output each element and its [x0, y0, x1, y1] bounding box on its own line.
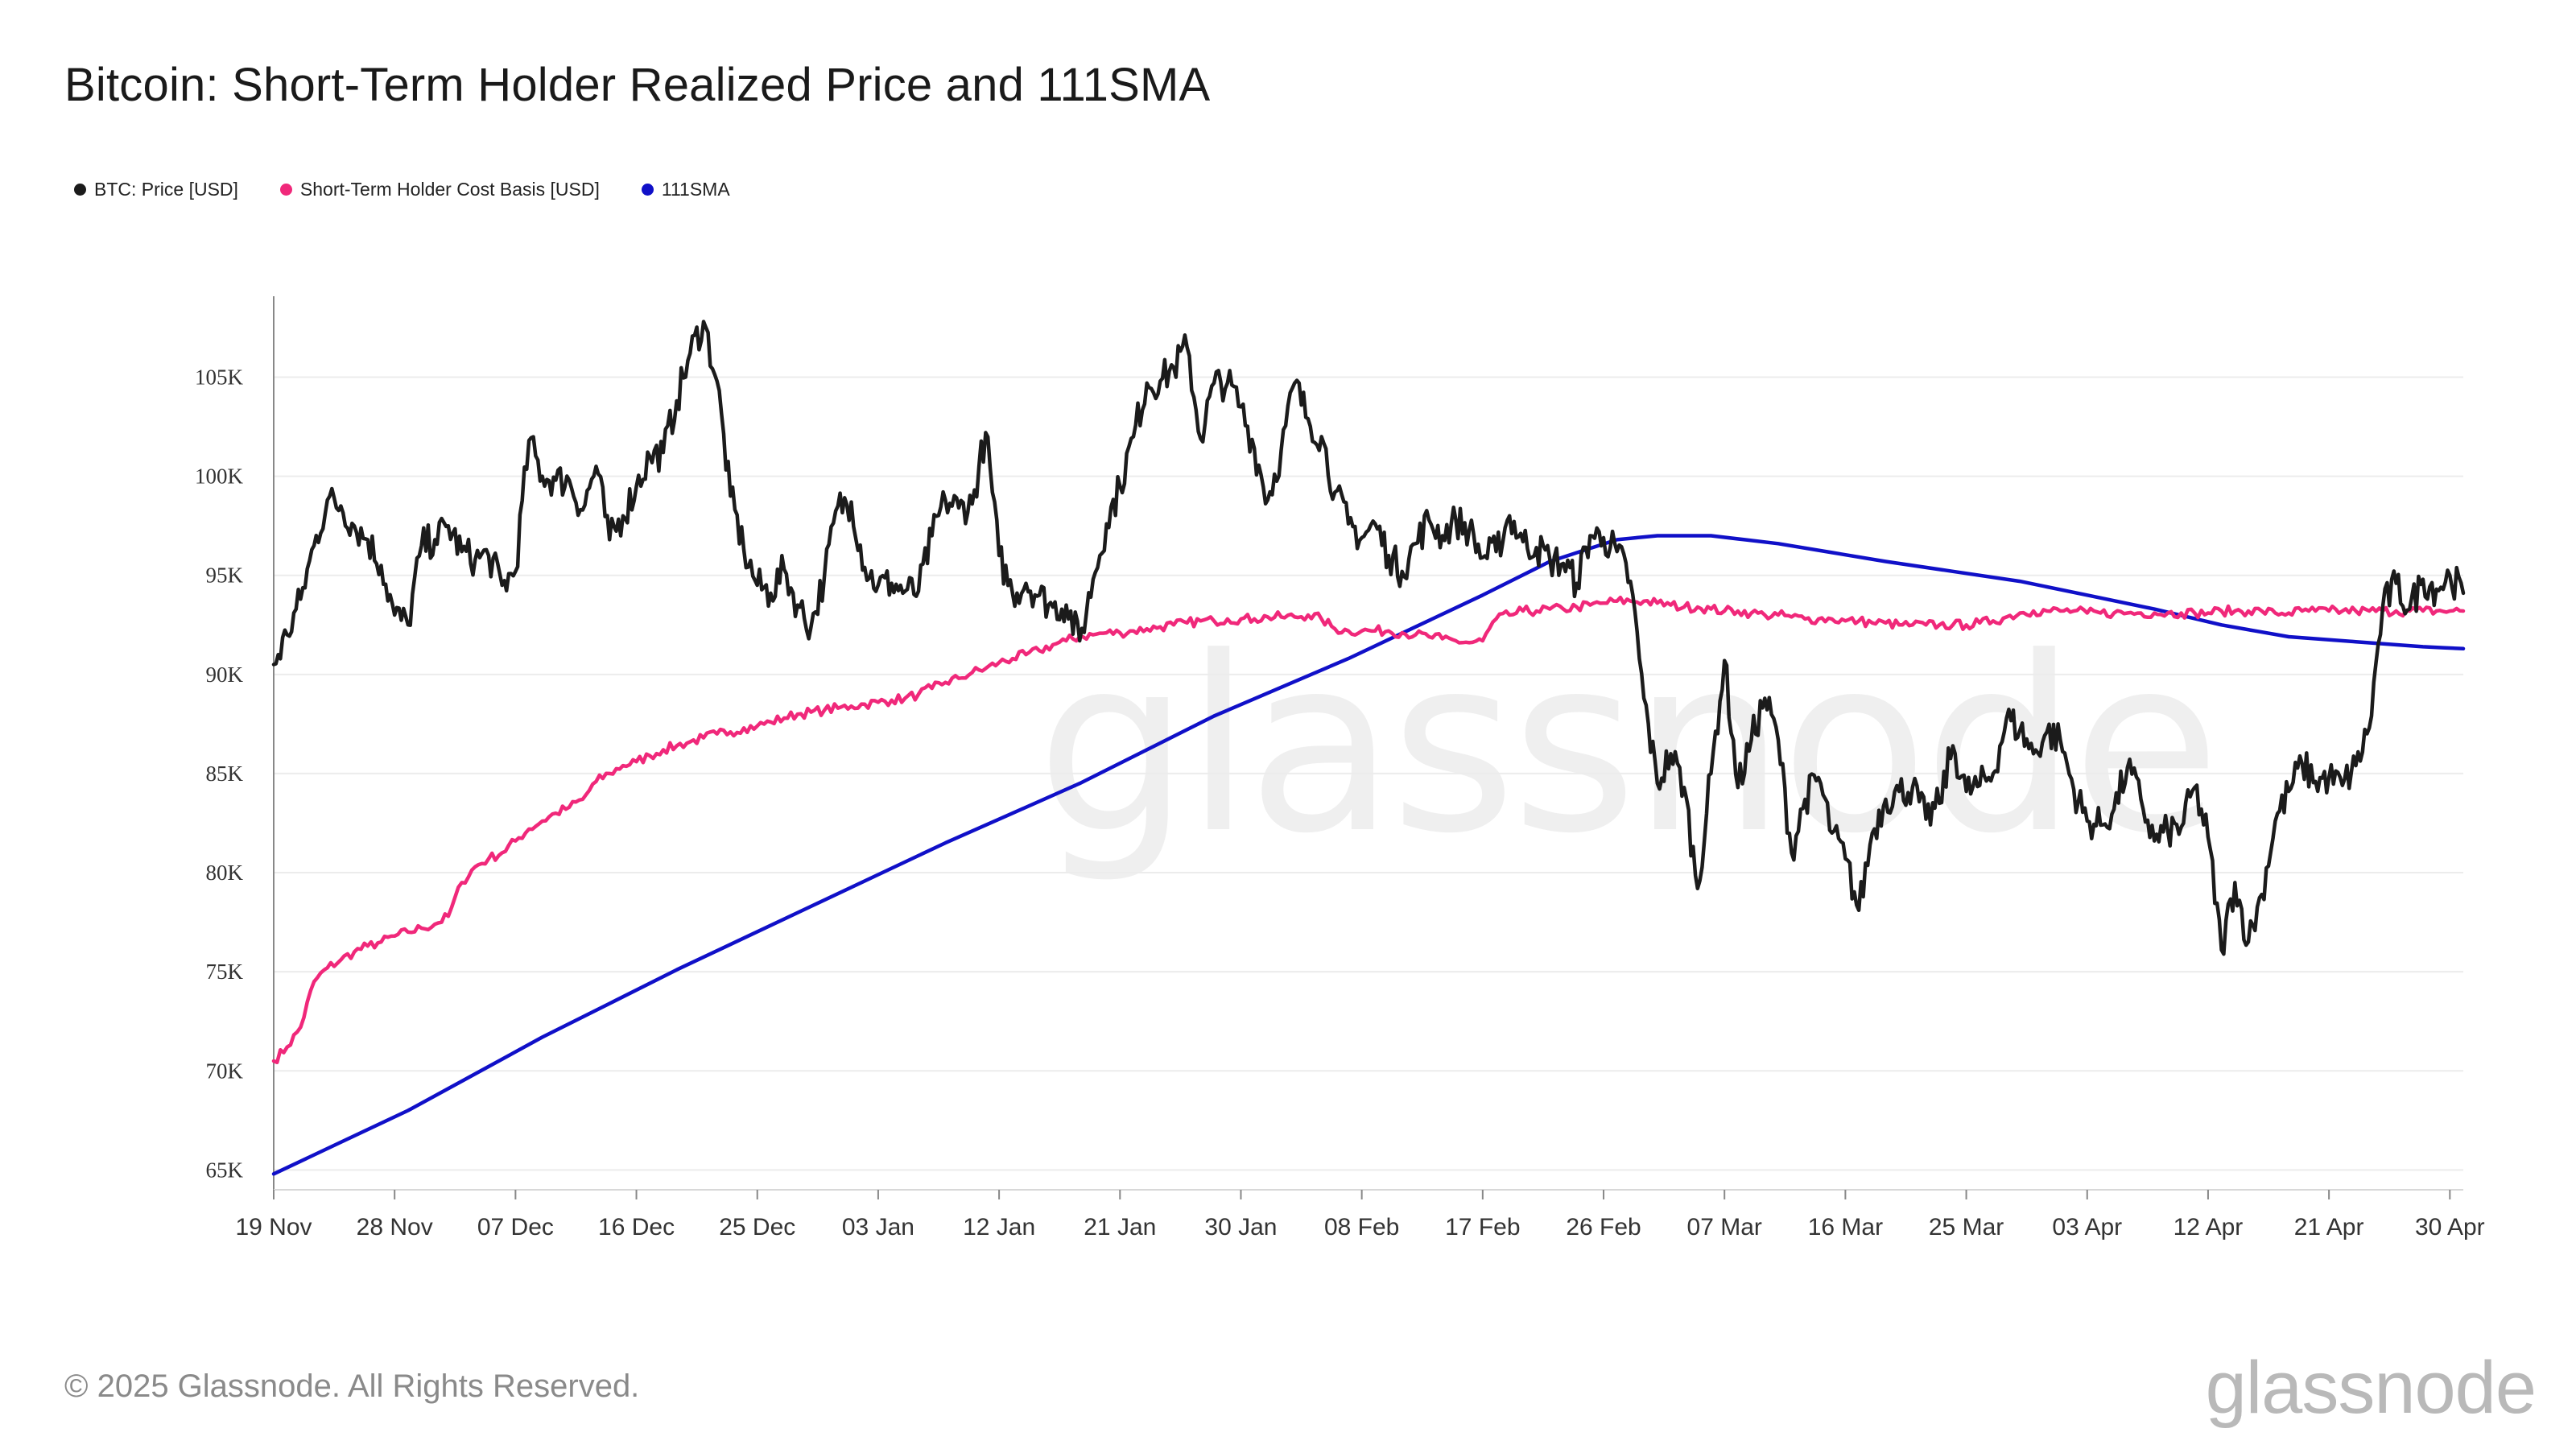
- legend-label-price: BTC: Price [USD]: [94, 179, 238, 200]
- x-tick-label: 21 Jan: [1084, 1214, 1156, 1241]
- y-axis: 65K 70K 75K 80K 85K 90K 95K 100K 105K: [195, 296, 275, 1191]
- legend-label-sth-cost-basis: Short-Term Holder Cost Basis [USD]: [299, 179, 600, 200]
- x-tick-label: 25 Mar: [1929, 1214, 2004, 1241]
- watermark: glassnode: [1037, 605, 2216, 886]
- y-tick-label: 65K: [206, 1158, 244, 1182]
- x-tick-label: 17 Feb: [1445, 1214, 1520, 1241]
- series-line-sth-cost-basis: [271, 595, 2466, 1065]
- chart-title: Bitcoin: Short-Term Holder Realized Pric…: [64, 59, 1211, 111]
- series-line-btc-price: [271, 320, 2466, 956]
- legend-dot-price: [74, 184, 86, 196]
- x-tick-label: 30 Jan: [1204, 1214, 1277, 1241]
- glassnode-logo: glassnode: [2205, 1347, 2537, 1429]
- legend-item-111sma[interactable]: 111SMA: [641, 179, 730, 200]
- y-tick-label: 95K: [206, 564, 244, 588]
- legend-item-sth-cost-basis[interactable]: Short-Term Holder Cost Basis [USD]: [279, 179, 600, 200]
- legend-dot-111sma: [641, 184, 654, 196]
- legend-dot-sth-cost-basis: [279, 184, 292, 196]
- y-tick-label: 80K: [206, 861, 244, 885]
- y-tick-label: 105K: [195, 365, 244, 389]
- x-tick-label: 07 Mar: [1687, 1214, 1762, 1241]
- x-axis: 19 Nov 28 Nov 07 Dec 16 Dec 25 Dec 03 Jan 12 J…: [235, 1189, 2485, 1241]
- chart-legend: BTC: Price [USD] Short-Term Holder Cost …: [74, 179, 772, 200]
- x-tick-label: 16 Mar: [1808, 1214, 1883, 1241]
- series-group: [271, 320, 2466, 1176]
- x-tick-label: 07 Dec: [477, 1214, 554, 1241]
- x-tick-label: 08 Feb: [1324, 1214, 1399, 1241]
- legend-item-price[interactable]: BTC: Price [USD]: [74, 179, 238, 200]
- x-tick-label: 03 Apr: [2052, 1214, 2122, 1241]
- y-tick-label: 100K: [195, 464, 244, 489]
- copyright-footer: © 2025 Glassnode. All Rights Reserved.: [64, 1368, 640, 1404]
- x-tick-label: 25 Dec: [719, 1214, 795, 1241]
- x-tick-label: 21 Apr: [2294, 1214, 2364, 1241]
- x-tick-label: 30 Apr: [2415, 1214, 2485, 1241]
- y-tick-label: 85K: [206, 762, 244, 786]
- y-tick-label: 75K: [206, 960, 244, 984]
- legend-label-111sma: 111SMA: [661, 179, 730, 200]
- x-tick-label: 03 Jan: [842, 1214, 914, 1241]
- y-tick-label: 90K: [206, 663, 244, 687]
- x-tick-label: 28 Nov: [357, 1214, 433, 1241]
- x-tick-label: 16 Dec: [598, 1214, 675, 1241]
- x-tick-label: 19 Nov: [235, 1214, 312, 1241]
- x-tick-label: 12 Jan: [963, 1214, 1035, 1241]
- x-tick-label: 12 Apr: [2174, 1214, 2244, 1241]
- y-tick-label: 70K: [206, 1059, 244, 1083]
- x-tick-label: 26 Feb: [1566, 1214, 1641, 1241]
- grid-lines: [274, 376, 2463, 1171]
